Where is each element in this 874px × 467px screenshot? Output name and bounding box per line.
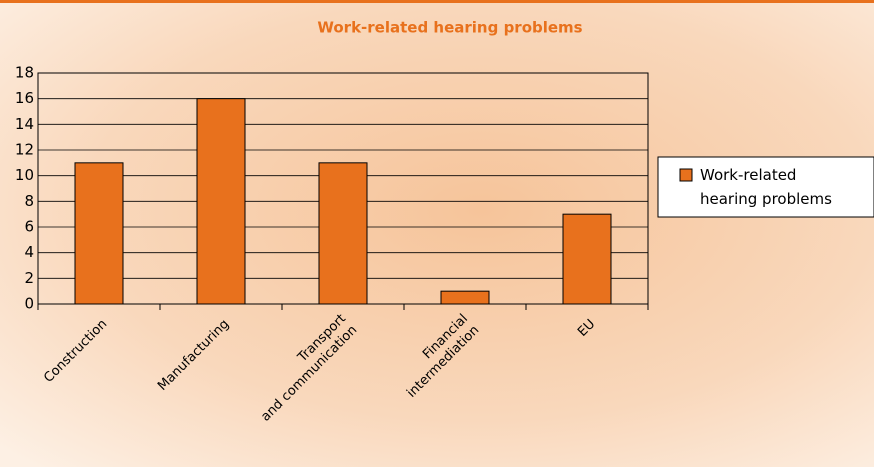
y-tick-label: 2 bbox=[24, 269, 34, 287]
y-tick-label: 4 bbox=[24, 243, 34, 261]
bar bbox=[196, 98, 246, 305]
y-tick-label: 14 bbox=[15, 115, 34, 133]
legend-label: Work-related hearing problems bbox=[700, 166, 832, 208]
top-strip bbox=[0, 0, 874, 3]
legend-box bbox=[657, 156, 874, 218]
bar bbox=[318, 162, 368, 305]
y-tick-label: 0 bbox=[24, 295, 34, 313]
y-tick-label: 12 bbox=[15, 141, 34, 159]
bar bbox=[74, 162, 124, 305]
y-tick-label: 10 bbox=[15, 166, 34, 184]
y-tick-label: 16 bbox=[15, 89, 34, 107]
legend-swatch bbox=[679, 168, 693, 182]
y-tick-label: 18 bbox=[15, 64, 34, 82]
y-tick-label: 6 bbox=[24, 218, 34, 236]
bar bbox=[562, 213, 612, 305]
bar bbox=[440, 290, 490, 305]
y-tick-label: 8 bbox=[24, 192, 34, 210]
chart-title: Work-related hearing problems bbox=[317, 19, 582, 37]
